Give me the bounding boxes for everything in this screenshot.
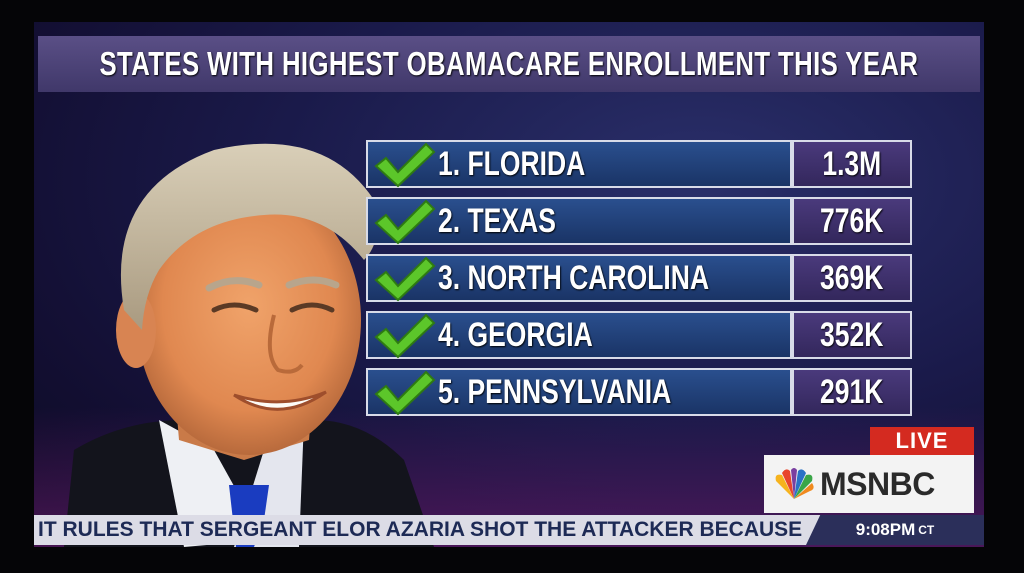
enrollment-value-cell: 291K: [792, 368, 912, 416]
check-icon: [374, 199, 436, 245]
state-name-cell: 4. GEORGIA: [366, 311, 792, 359]
enrollment-value-cell: 369K: [792, 254, 912, 302]
ticker-clock: 9:08PM CT: [806, 515, 984, 545]
state-name-cell: 5. PENNSYLVANIA: [366, 368, 792, 416]
network-bug: MSNBC: [764, 455, 974, 513]
graphic-title: STATES WITH HIGHEST OBAMACARE ENROLLMENT…: [99, 45, 919, 82]
check-icon: [374, 256, 436, 302]
tv-screen: STATES WITH HIGHEST OBAMACARE ENROLLMENT…: [34, 22, 984, 547]
clock-time: 9:08PM: [855, 520, 916, 539]
live-badge: LIVE: [870, 427, 974, 455]
peacock-logo-icon: [775, 468, 814, 499]
news-ticker: IT RULES THAT SERGEANT ELOR AZARIA SHOT …: [34, 515, 984, 545]
state-name: 1. FLORIDA: [438, 144, 586, 183]
clock-timezone: CT: [918, 523, 935, 537]
list-item: 3. NORTH CAROLINA 369K: [364, 254, 914, 302]
state-name-cell: 1. FLORIDA: [366, 140, 792, 188]
enrollment-value-cell: 776K: [792, 197, 912, 245]
enrollment-value-cell: 1.3M: [792, 140, 912, 188]
enrollment-list: 1. FLORIDA 1.3M 2. TEXAS 776K 3. NORTH C…: [364, 140, 914, 425]
state-name: 4. GEORGIA: [438, 315, 593, 354]
enrollment-value: 776K: [820, 201, 884, 240]
check-icon: [374, 370, 436, 416]
list-item: 1. FLORIDA 1.3M: [364, 140, 914, 188]
check-icon: [374, 142, 436, 188]
enrollment-value: 369K: [820, 258, 884, 297]
state-name: 3. NORTH CAROLINA: [438, 258, 710, 297]
title-bar: STATES WITH HIGHEST OBAMACARE ENROLLMENT…: [38, 36, 980, 92]
enrollment-value: 291K: [820, 372, 884, 411]
state-name: 5. PENNSYLVANIA: [438, 372, 672, 411]
list-item: 5. PENNSYLVANIA 291K: [364, 368, 914, 416]
enrollment-value: 1.3M: [822, 144, 882, 183]
state-name: 2. TEXAS: [438, 201, 556, 240]
state-name-cell: 3. NORTH CAROLINA: [366, 254, 792, 302]
ticker-text: IT RULES THAT SERGEANT ELOR AZARIA SHOT …: [38, 518, 808, 541]
network-name: MSNBC: [820, 465, 935, 502]
network-logo: LIVE MSNBC: [764, 427, 974, 513]
enrollment-value: 352K: [820, 315, 884, 354]
list-item: 4. GEORGIA 352K: [364, 311, 914, 359]
state-name-cell: 2. TEXAS: [366, 197, 792, 245]
check-icon: [374, 313, 436, 359]
enrollment-value-cell: 352K: [792, 311, 912, 359]
list-item: 2. TEXAS 776K: [364, 197, 914, 245]
